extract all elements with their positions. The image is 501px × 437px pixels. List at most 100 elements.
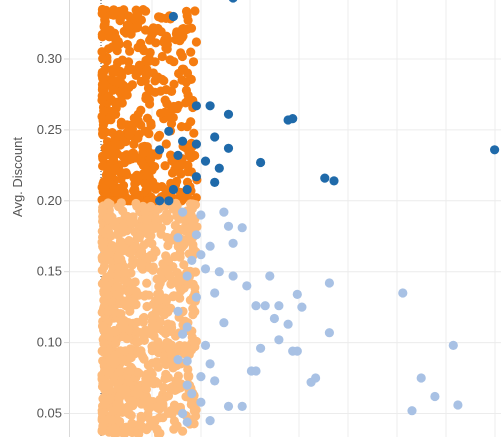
point-light-orange — [140, 223, 151, 233]
point-orange — [140, 179, 150, 189]
point-orange — [133, 42, 143, 53]
point-light-orange — [117, 389, 127, 399]
point-blue — [210, 177, 220, 187]
point-light-orange — [125, 306, 135, 316]
point-light-blue — [269, 313, 279, 324]
point-light-orange — [154, 413, 164, 423]
point-blue — [173, 150, 183, 160]
point-light-orange — [154, 295, 164, 305]
point-light-orange — [184, 231, 194, 241]
point-light-blue — [223, 221, 234, 231]
point-orange — [107, 128, 117, 138]
point-blue — [191, 172, 201, 182]
point-blue — [320, 173, 330, 183]
point-orange — [98, 183, 108, 193]
point-orange — [177, 75, 187, 85]
point-blue — [228, 0, 238, 3]
point-orange — [141, 165, 151, 175]
point-light-blue — [205, 241, 215, 251]
point-light-blue — [219, 318, 229, 328]
point-light-orange — [99, 252, 109, 262]
point-light-blue — [182, 380, 192, 390]
point-light-orange — [152, 426, 163, 436]
point-orange — [124, 57, 134, 67]
point-light-orange — [120, 268, 130, 278]
point-orange — [98, 54, 108, 64]
point-orange — [160, 95, 170, 105]
point-blue — [256, 157, 266, 168]
point-orange — [97, 95, 107, 105]
y-tick-label: 0.25 — [37, 122, 62, 137]
point-orange — [181, 6, 192, 17]
point-blue — [191, 139, 201, 149]
point-light-blue — [219, 207, 229, 217]
point-orange — [186, 47, 196, 57]
point-orange — [186, 23, 197, 33]
point-light-orange — [109, 376, 119, 387]
point-light-orange — [99, 399, 109, 409]
point-light-orange — [134, 233, 144, 243]
point-light-orange — [149, 310, 160, 320]
point-blue — [223, 143, 234, 153]
point-light-blue — [205, 416, 215, 426]
point-orange — [116, 78, 126, 89]
point-light-blue — [292, 346, 302, 356]
point-orange — [179, 64, 189, 74]
point-light-orange — [156, 223, 167, 233]
point-light-orange — [98, 206, 108, 216]
point-light-blue — [205, 359, 215, 369]
point-orange — [108, 155, 119, 166]
point-light-orange — [100, 415, 110, 425]
point-orange — [186, 153, 196, 163]
point-orange — [183, 15, 193, 25]
point-light-orange — [133, 429, 143, 437]
point-blue — [205, 101, 215, 111]
point-light-orange — [146, 201, 156, 212]
point-orange — [97, 47, 107, 57]
point-light-orange — [127, 260, 137, 270]
point-light-orange — [186, 210, 196, 220]
point-light-orange — [161, 296, 171, 306]
point-light-orange — [140, 208, 150, 218]
point-light-orange — [119, 332, 129, 342]
point-light-orange — [141, 381, 151, 391]
point-light-orange — [120, 346, 130, 356]
point-light-orange — [109, 359, 120, 369]
point-light-orange — [115, 309, 125, 319]
point-orange — [124, 129, 134, 139]
point-orange — [119, 5, 129, 15]
point-light-orange — [99, 339, 109, 349]
point-light-blue — [182, 322, 192, 332]
point-orange — [108, 85, 118, 95]
point-orange — [177, 33, 187, 43]
point-light-orange — [132, 336, 142, 347]
point-orange — [98, 130, 108, 140]
point-orange — [177, 51, 187, 62]
point-light-orange — [137, 399, 147, 409]
point-orange — [112, 100, 122, 110]
point-light-orange — [133, 367, 143, 377]
point-light-orange — [113, 281, 123, 291]
point-orange — [161, 85, 171, 95]
point-light-orange — [169, 416, 179, 426]
point-orange — [188, 57, 199, 67]
point-orange — [130, 184, 140, 194]
point-blue — [283, 115, 293, 125]
point-light-orange — [142, 215, 152, 225]
point-light-orange — [142, 425, 152, 435]
point-light-orange — [158, 308, 168, 318]
point-orange — [133, 172, 143, 182]
point-light-orange — [97, 381, 108, 392]
point-light-orange — [103, 290, 113, 300]
point-light-orange — [98, 321, 108, 331]
point-light-blue — [196, 372, 206, 382]
point-light-orange — [126, 362, 136, 372]
point-light-orange — [153, 403, 163, 413]
point-orange — [99, 73, 109, 83]
point-light-blue — [210, 288, 220, 298]
point-light-blue — [324, 278, 334, 288]
point-light-orange — [103, 224, 113, 234]
point-orange — [157, 74, 167, 84]
point-orange — [124, 22, 134, 32]
point-light-blue — [223, 401, 234, 411]
